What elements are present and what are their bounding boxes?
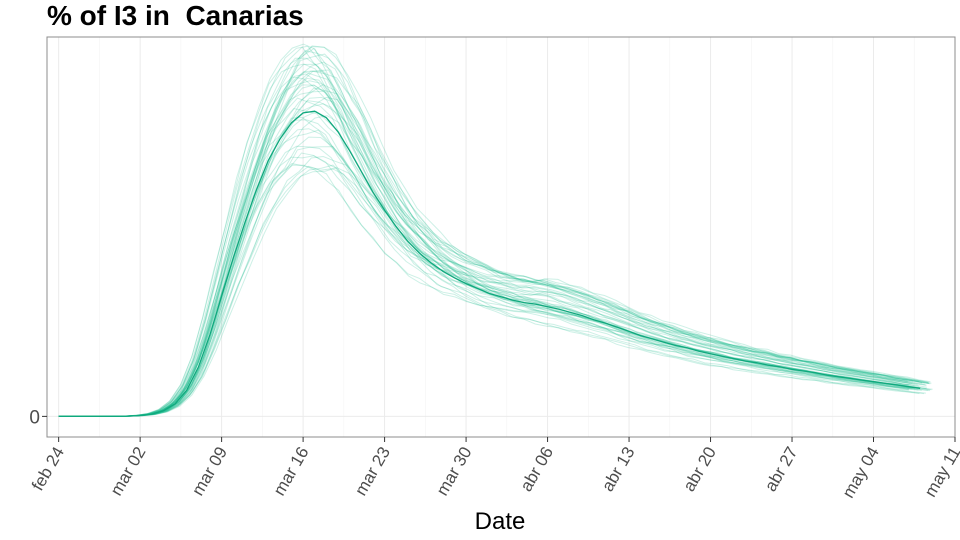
grid-minor	[99, 37, 915, 437]
ensemble-line	[58, 128, 915, 417]
ensemble-line	[58, 57, 912, 417]
x-tick-label: mar 23	[351, 444, 394, 499]
ensemble-line	[58, 69, 923, 417]
panel-border	[46, 36, 956, 438]
x-tick-label: mar 16	[270, 444, 313, 499]
x-tick-label: abr 27	[761, 444, 802, 495]
x-tick-label: mar 30	[433, 443, 476, 498]
ensemble-line	[58, 47, 920, 417]
ensemble-line	[58, 96, 932, 417]
main-series	[58, 110, 921, 418]
ensemble-line	[58, 164, 927, 417]
ensemble-line	[58, 43, 909, 417]
ensemble-line	[58, 84, 920, 417]
ensemble-line	[58, 90, 918, 417]
ensemble-line	[58, 71, 921, 417]
ensemble-line	[58, 63, 910, 417]
ensemble-line	[58, 45, 914, 417]
ensemble-line	[58, 46, 908, 417]
ensemble-line	[58, 155, 929, 417]
series-line	[58, 110, 921, 418]
ensemble-line	[58, 50, 923, 417]
ensemble-line	[58, 107, 911, 417]
chart-title: % of I3 in Canarias	[47, 0, 304, 31]
ensemble-line	[58, 152, 919, 417]
ensemble-line	[58, 76, 910, 417]
ensemble-lines	[58, 43, 933, 417]
ensemble-line	[58, 84, 920, 417]
ensemble-line	[58, 103, 929, 417]
x-tick-label: abr 20	[679, 444, 720, 495]
ensemble-line	[58, 164, 910, 417]
ensemble-line	[58, 110, 922, 417]
x-axis: feb 24 mar 02 mar 09 mar 16 mar 23 mar 30 abr …	[28, 437, 960, 501]
ensemble-line	[58, 119, 912, 417]
x-tick-label: mar 02	[107, 444, 150, 499]
ensemble-line	[58, 73, 912, 417]
x-tick-label: mar 09	[188, 444, 231, 499]
ensemble-line	[58, 84, 929, 417]
ensemble-line	[58, 70, 931, 417]
ensemble-line	[58, 96, 927, 417]
ensemble-line	[58, 167, 931, 417]
x-tick-label: may 04	[839, 444, 883, 502]
y-tick-label: 0	[29, 407, 40, 428]
ensemble-line	[58, 61, 929, 417]
ensemble-line	[58, 80, 915, 417]
ensemble-line	[58, 136, 926, 417]
ensemble-line	[58, 163, 909, 417]
y-axis: 0	[29, 407, 47, 428]
ensemble-line	[58, 116, 908, 417]
ensemble-line	[58, 155, 908, 417]
x-tick-label: feb 24	[28, 444, 68, 494]
ensemble-line	[58, 165, 926, 417]
x-axis-label: Date	[475, 508, 526, 535]
x-tick-label: abr 13	[598, 444, 639, 495]
x-tick-label: may 11	[921, 444, 960, 501]
ensemble-line	[58, 129, 913, 417]
ensemble-line	[58, 53, 931, 417]
x-tick-label: abr 06	[516, 444, 557, 495]
ensemble-line	[58, 100, 925, 417]
ensemble-line	[58, 146, 927, 417]
